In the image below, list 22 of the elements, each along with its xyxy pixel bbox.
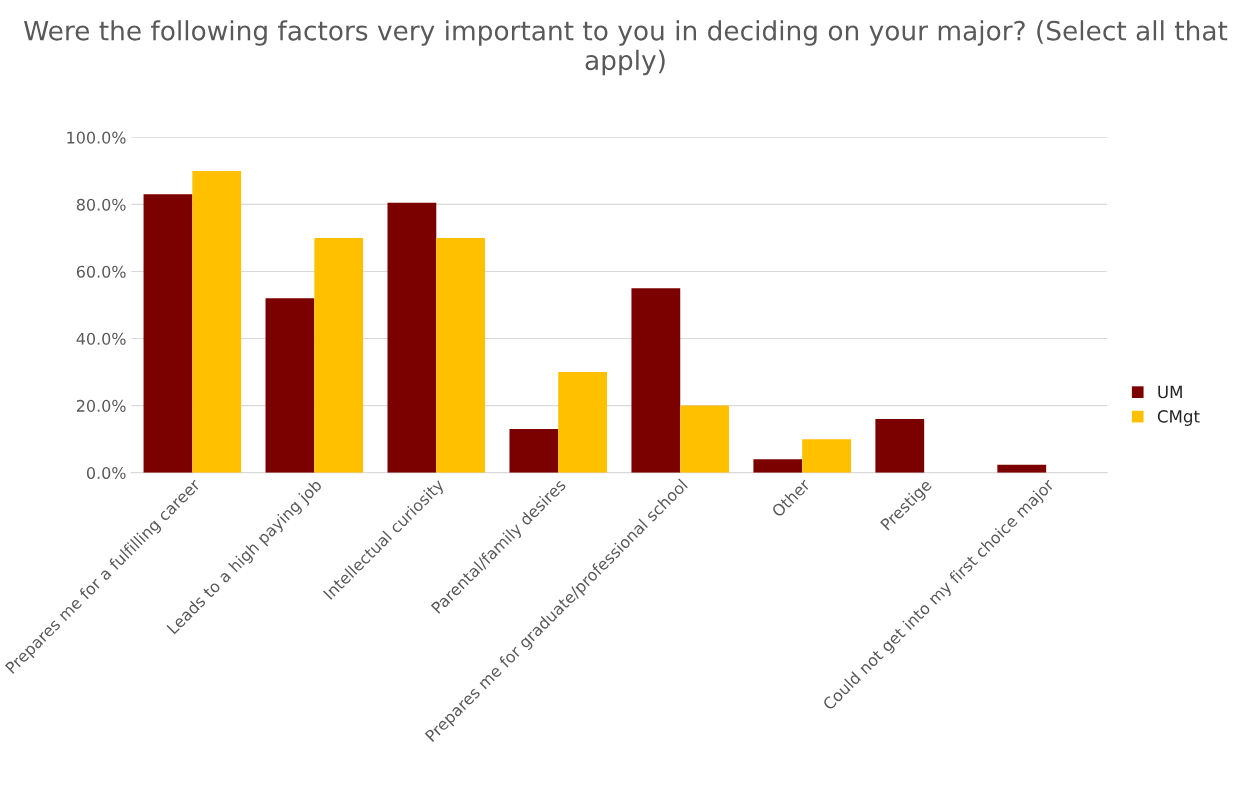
bar: [192, 170, 242, 473]
y-tick-label: 60.0%: [76, 265, 126, 278]
y-tick-label: 20.0%: [76, 399, 126, 412]
bar: [314, 237, 364, 473]
bar: [265, 298, 315, 473]
bar: [875, 419, 925, 473]
bar: [143, 194, 193, 473]
y-tick-label: 80.0%: [76, 198, 126, 211]
bar: [387, 202, 437, 473]
bar: [631, 288, 681, 473]
bar: [436, 237, 486, 473]
bar: [680, 405, 730, 473]
legend-label: UM: [1158, 385, 1182, 399]
bar: [802, 439, 851, 473]
y-tick-label: 40.0%: [76, 332, 126, 345]
y-tick-label: 100.0%: [67, 131, 126, 144]
legend-label: CMgt: [1157, 410, 1200, 426]
bar: [753, 459, 803, 473]
bar: [509, 429, 559, 473]
bar: [558, 372, 608, 473]
y-tick-label: 0.0%: [86, 466, 126, 479]
chart-title: Were the following factors very important to you in deciding on your major? (Select all that apply): [24, 20, 1228, 76]
